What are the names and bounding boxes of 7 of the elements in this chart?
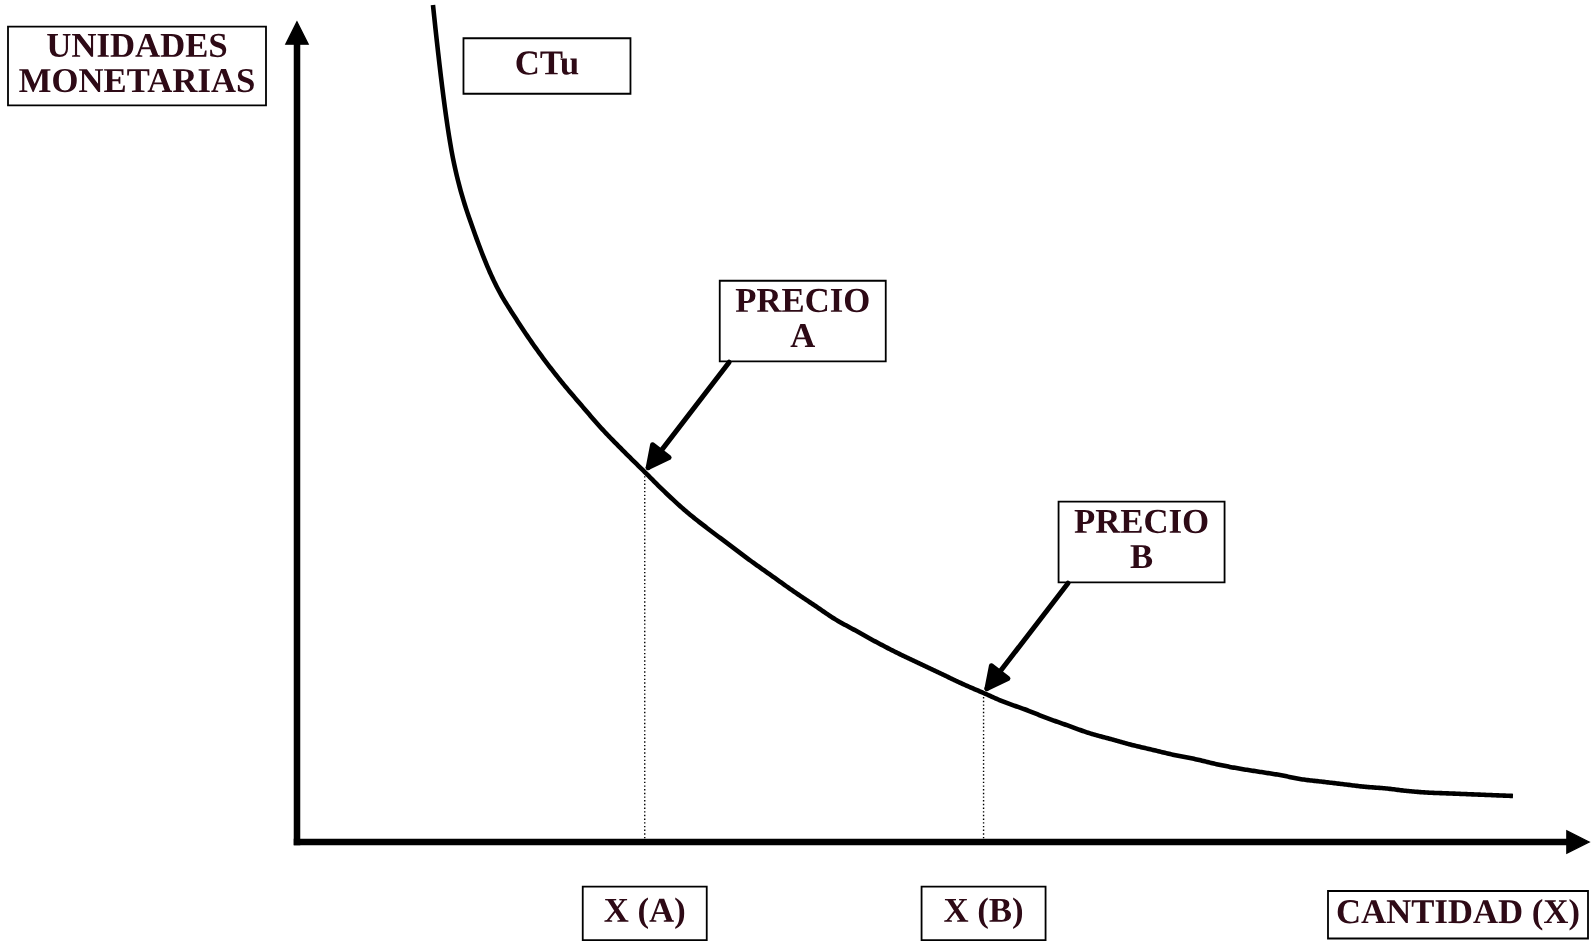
x-tick-label: X (B) — [944, 897, 1023, 930]
x-tick-label: X (A) — [604, 897, 685, 930]
x-axis-title: CANTIDAD (X) — [1337, 899, 1579, 931]
annotation: PRECIO A — [735, 288, 869, 347]
text: CTu — [516, 51, 579, 75]
y-axis-title: UNIDADES MONETARIAS — [19, 33, 254, 93]
annotation: PRECIO B — [1074, 509, 1208, 569]
